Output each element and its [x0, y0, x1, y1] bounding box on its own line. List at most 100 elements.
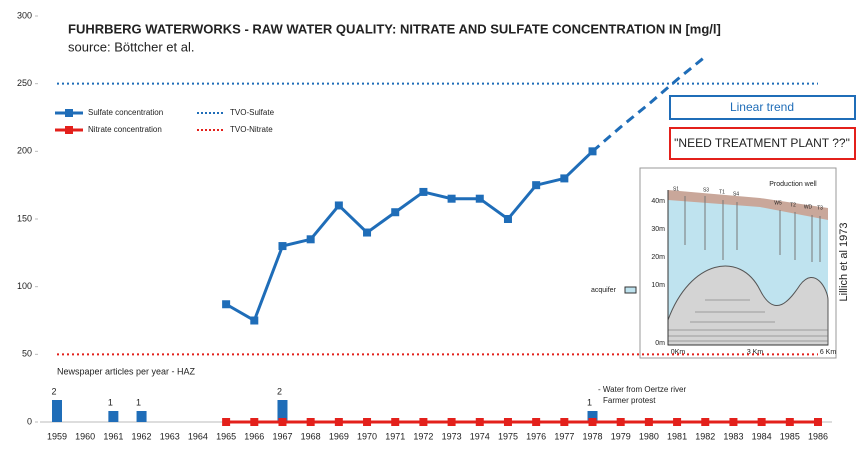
- y-tick-label: 100: [17, 281, 32, 291]
- point: [560, 174, 568, 182]
- y-tick-label: 50: [22, 349, 32, 359]
- depth-label: 30m: [651, 226, 665, 233]
- point: [307, 235, 315, 243]
- inset-caption: Lillich et al 1973: [838, 223, 850, 302]
- point: [448, 195, 456, 203]
- article-count: 1: [587, 397, 592, 407]
- well-name: T1: [719, 189, 725, 195]
- point: [222, 300, 230, 308]
- x-tick-label: 1977: [554, 431, 574, 441]
- well-name: W5: [774, 200, 782, 206]
- chart: FUHRBERG WATERWORKS - RAW WATER QUALITY:…: [0, 0, 859, 459]
- x-tick-label: 1975: [498, 431, 518, 441]
- trend-label: Linear trend: [730, 100, 794, 114]
- legend-swatch: [65, 126, 73, 134]
- x-tick-label: 1985: [780, 431, 800, 441]
- article-count: 2: [277, 386, 282, 396]
- point: [391, 418, 399, 426]
- annotation: - Water from Oertze river: [598, 385, 686, 394]
- x-tick-label: 1969: [329, 431, 349, 441]
- article-count: 1: [108, 397, 113, 407]
- article-bar: [137, 411, 147, 422]
- y-tick-label: 0: [27, 416, 32, 426]
- point: [476, 418, 484, 426]
- point: [278, 418, 286, 426]
- x-tick-label: 1964: [188, 431, 208, 441]
- x-tick-label: 1978: [583, 431, 603, 441]
- depth-label: 0m: [655, 340, 665, 347]
- x-tick-label: 1965: [216, 431, 236, 441]
- x-tick-label: 1966: [244, 431, 264, 441]
- well-label: Production well: [769, 181, 817, 188]
- well-name: S4: [733, 191, 739, 197]
- annotation: Farmer protest: [603, 396, 656, 405]
- x-tick-label: 1982: [695, 431, 715, 441]
- point: [250, 418, 258, 426]
- article-bar: [108, 411, 118, 422]
- legend-label: Nitrate concentration: [88, 125, 162, 134]
- point: [589, 418, 597, 426]
- article-bar: [52, 400, 62, 422]
- well-name: T2: [790, 202, 796, 208]
- point: [504, 418, 512, 426]
- x-tick-label: 1972: [413, 431, 433, 441]
- point: [532, 418, 540, 426]
- x-tick-label: 1980: [639, 431, 659, 441]
- point: [814, 418, 822, 426]
- well-name: S1: [673, 186, 679, 192]
- chart-subtitle: source: Böttcher et al.: [68, 39, 194, 54]
- well-name: WD: [804, 204, 813, 210]
- point: [391, 208, 399, 216]
- depth-label: 40m: [651, 198, 665, 205]
- legend-label: TVO-Sulfate: [230, 108, 275, 117]
- x-tick-label: 1976: [526, 431, 546, 441]
- legend-swatch: [65, 109, 73, 117]
- distance-label: 6 Km: [820, 349, 837, 356]
- legend-label: Sulfate concentration: [88, 108, 163, 117]
- point: [335, 418, 343, 426]
- x-tick-label: 1979: [611, 431, 631, 441]
- x-tick-label: 1960: [75, 431, 95, 441]
- point: [448, 418, 456, 426]
- point: [560, 418, 568, 426]
- x-tick-label: 1970: [357, 431, 377, 441]
- x-tick-label: 1973: [442, 431, 462, 441]
- point: [307, 418, 315, 426]
- x-tick-label: 1962: [132, 431, 152, 441]
- x-tick-label: 1984: [752, 431, 772, 441]
- x-tick-label: 1974: [470, 431, 490, 441]
- point: [701, 418, 709, 426]
- point: [250, 317, 258, 325]
- x-tick-label: 1967: [272, 431, 292, 441]
- article-count: 1: [136, 397, 141, 407]
- x-tick-label: 1963: [160, 431, 180, 441]
- point: [758, 418, 766, 426]
- distance-label: 3 Km: [747, 349, 764, 356]
- chart-title: FUHRBERG WATERWORKS - RAW WATER QUALITY:…: [68, 21, 721, 36]
- x-tick-label: 1968: [301, 431, 321, 441]
- point: [335, 201, 343, 209]
- well-name: S3: [703, 187, 709, 193]
- point: [222, 418, 230, 426]
- point: [419, 418, 427, 426]
- inset-legend: acquifer: [591, 287, 617, 294]
- article-count: 2: [51, 386, 56, 396]
- point: [278, 242, 286, 250]
- well-name: T3: [817, 205, 823, 211]
- articles-label: Newspaper articles per year - HAZ: [57, 366, 196, 376]
- x-tick-label: 1961: [103, 431, 123, 441]
- point: [589, 147, 597, 155]
- point: [786, 418, 794, 426]
- depth-label: 10m: [651, 282, 665, 289]
- x-tick-label: 1986: [808, 431, 828, 441]
- x-tick-label: 1971: [385, 431, 405, 441]
- x-tick-label: 1959: [47, 431, 67, 441]
- legend-label: TVO-Nitrate: [230, 125, 273, 134]
- x-tick-label: 1983: [723, 431, 743, 441]
- point: [363, 229, 371, 237]
- point: [504, 215, 512, 223]
- point: [673, 418, 681, 426]
- inset-legend-swatch: [625, 287, 636, 293]
- point: [363, 418, 371, 426]
- y-tick-label: 200: [17, 146, 32, 156]
